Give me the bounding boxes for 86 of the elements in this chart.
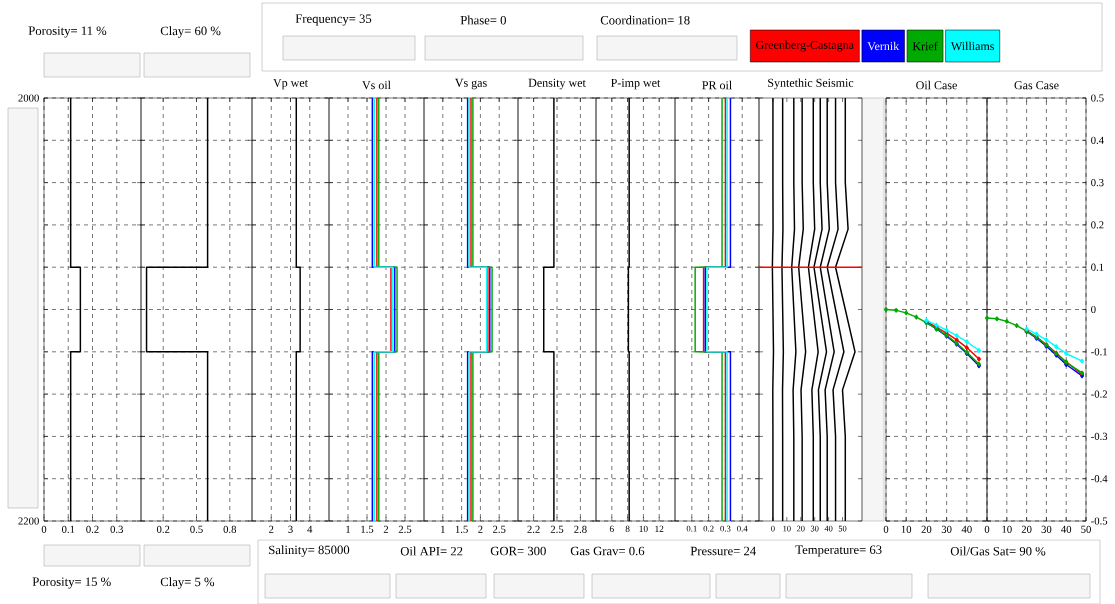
y-tick-label: -0.3 bbox=[1091, 432, 1108, 441]
x-tick-label: 1 bbox=[441, 525, 445, 533]
x-tick-label: 0.2 bbox=[703, 525, 714, 532]
x-tick-label: 2.5 bbox=[493, 525, 506, 533]
x-tick-label: 0.5 bbox=[190, 525, 203, 533]
x-tick-label: 20 bbox=[1021, 525, 1032, 533]
y-tick-label: -0.1 bbox=[1091, 348, 1107, 356]
chart-title: PR oil bbox=[702, 80, 732, 90]
text: Vernik bbox=[867, 41, 900, 51]
x-tick-label: 0.2 bbox=[86, 525, 99, 533]
x-tick-label: 30 bbox=[941, 525, 952, 533]
y-tick-label: 0.2 bbox=[1091, 221, 1104, 229]
x-tick-label: 0.1 bbox=[61, 525, 75, 533]
x-tick-label: 12 bbox=[655, 525, 664, 532]
x-tick-label: 10 bbox=[1002, 525, 1012, 533]
y-tick-label: 2200 bbox=[18, 517, 39, 525]
chart-title: Oil Case bbox=[916, 80, 957, 90]
x-tick-label: 40 bbox=[961, 525, 972, 533]
x-tick-label: 2.8 bbox=[574, 525, 587, 533]
text: Frequency= 35 bbox=[295, 14, 372, 26]
x-tick-label: 2 bbox=[383, 525, 389, 533]
text: Coordination= 18 bbox=[600, 15, 690, 25]
y-tick-label: 0.3 bbox=[1091, 178, 1104, 187]
chart-title: Vp wet bbox=[273, 78, 308, 90]
text: Porosity= 15 % bbox=[32, 577, 111, 589]
x-tick-label: 10 bbox=[783, 525, 791, 532]
y-tick-label: 2000 bbox=[18, 94, 39, 102]
text: Pressure= 24 bbox=[690, 546, 756, 556]
x-tick-label: 40 bbox=[1061, 525, 1072, 533]
text: Oil API= 22 bbox=[400, 546, 463, 556]
x-tick-label: 2 bbox=[478, 525, 483, 533]
y-tick-label: -0.5 bbox=[1091, 517, 1108, 525]
text: Salinity= 85000 bbox=[269, 545, 350, 557]
y-tick-label: -0.2 bbox=[1091, 390, 1108, 398]
x-tick-label: 40 bbox=[824, 525, 833, 532]
x-tick-label: 0 bbox=[883, 525, 889, 533]
x-tick-label: 2.2 bbox=[527, 525, 540, 533]
x-tick-label: 30 bbox=[810, 525, 819, 532]
x-tick-label: 1.5 bbox=[361, 525, 374, 533]
chart-title: P-imp wet bbox=[611, 78, 661, 90]
text: Clay= 60 % bbox=[160, 26, 221, 38]
x-tick-label: 3 bbox=[288, 525, 293, 533]
text: Williams bbox=[950, 41, 995, 51]
text: Greenberg-Castagna bbox=[756, 40, 854, 52]
x-tick-label: 0.2 bbox=[156, 525, 170, 533]
x-tick-label: 1.5 bbox=[455, 525, 468, 533]
chart-title: Density wet bbox=[528, 78, 586, 90]
y-tick-label: 0 bbox=[1091, 305, 1096, 314]
text: Gas Grav= 0.6 bbox=[570, 546, 645, 556]
text: Krief bbox=[912, 41, 938, 51]
y-tick-label: 0.4 bbox=[1091, 136, 1104, 144]
x-tick-label: 1 bbox=[346, 525, 351, 533]
text: Phase= 0 bbox=[460, 15, 506, 25]
x-tick-label: 20 bbox=[921, 525, 932, 533]
x-tick-label: 0 bbox=[771, 525, 775, 532]
y-tick-label: 0.5 bbox=[1091, 94, 1104, 102]
x-tick-label: 0.3 bbox=[110, 525, 123, 533]
x-tick-label: 10 bbox=[639, 525, 648, 533]
x-tick-label: 20 bbox=[796, 525, 805, 532]
x-tick-label: 0 bbox=[41, 525, 47, 533]
x-tick-label: 10 bbox=[901, 525, 912, 533]
x-tick-label: 2 bbox=[269, 525, 274, 533]
text: Temperature= 63 bbox=[795, 545, 882, 557]
chart-title: Vs oil bbox=[362, 80, 391, 90]
chart-title: Vs gas bbox=[454, 78, 487, 90]
text: GOR= 300 bbox=[490, 546, 546, 556]
x-tick-label: 2.5 bbox=[398, 525, 412, 533]
x-tick-label: 8 bbox=[625, 525, 630, 533]
text: Clay= 5 % bbox=[160, 577, 215, 589]
y-tick-label: -0.4 bbox=[1091, 475, 1108, 483]
x-tick-label: 30 bbox=[1041, 525, 1052, 533]
x-tick-label: 0.4 bbox=[737, 525, 748, 532]
x-tick-label: 0.3 bbox=[720, 525, 731, 532]
x-tick-label: 6 bbox=[609, 525, 614, 532]
x-tick-label: 50 bbox=[1081, 525, 1091, 533]
y-tick-label: 0.1 bbox=[1091, 263, 1104, 271]
chart-title: Gas Case bbox=[1014, 81, 1059, 90]
text: Oil/Gas Sat= 90 % bbox=[950, 546, 1046, 556]
x-tick-label: 2.5 bbox=[550, 525, 564, 533]
x-tick-label: 4 bbox=[307, 525, 313, 533]
x-tick-label: 0.8 bbox=[223, 525, 237, 533]
x-tick-label: 0.1 bbox=[686, 525, 697, 532]
chart-title: Syntethic Seismic bbox=[768, 78, 854, 90]
x-tick-label: 0 bbox=[984, 525, 990, 533]
text: Porosity= 11 % bbox=[28, 26, 107, 38]
x-tick-label: 50 bbox=[838, 525, 847, 532]
